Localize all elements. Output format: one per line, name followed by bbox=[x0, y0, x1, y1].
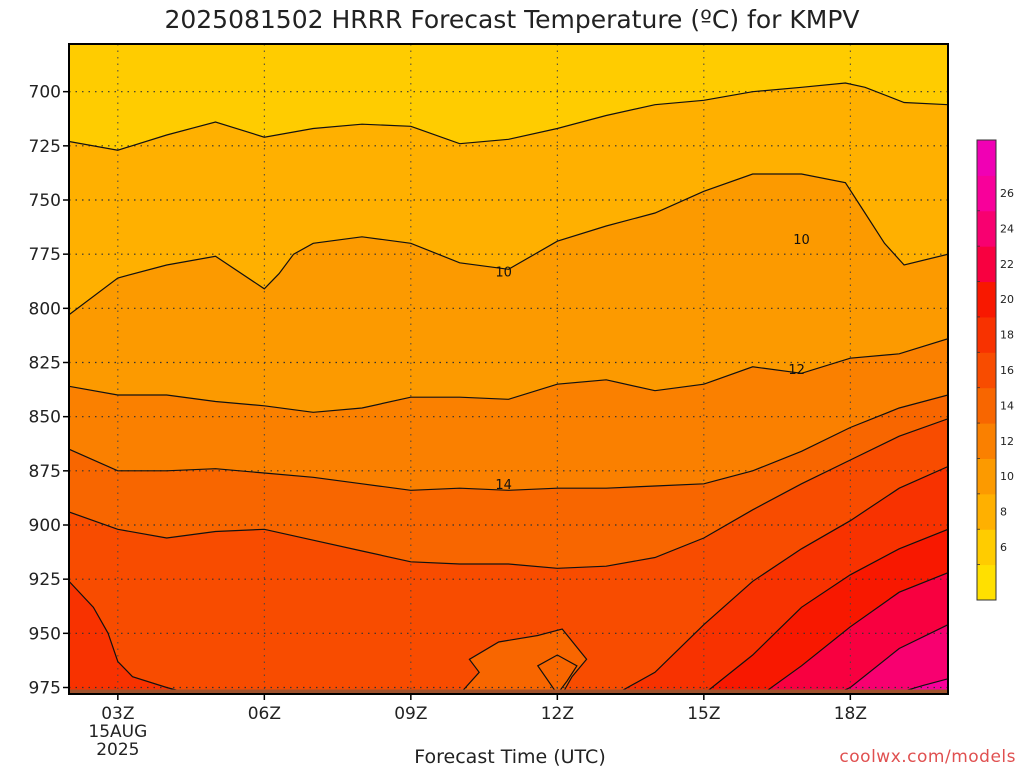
x-tick-sublabel-1: 2025 bbox=[96, 740, 139, 760]
colorbar-swatch-10 bbox=[977, 210, 996, 247]
y-tick-label-850: 850 bbox=[29, 408, 61, 428]
colorbar-label-6: 6 bbox=[1000, 541, 1007, 554]
x-tick-label-15Z: 15Z bbox=[687, 704, 720, 724]
y-tick-label-775: 775 bbox=[29, 245, 61, 265]
plot-area: 10 10 12 14 bbox=[68, 43, 949, 695]
isotherm-14-3 bbox=[69, 394, 948, 491]
credit-link[interactable]: coolwx.com/models bbox=[839, 747, 1016, 767]
contour-label-0: 10 bbox=[495, 266, 512, 281]
colorbar-swatch-0 bbox=[977, 564, 996, 601]
colorbar-swatch-6 bbox=[977, 352, 996, 389]
y-tick-label-975: 975 bbox=[29, 679, 61, 699]
contour-label-2: 12 bbox=[788, 363, 805, 378]
isotherm-12-2 bbox=[69, 338, 948, 413]
x-tick-label-12Z: 12Z bbox=[541, 704, 574, 724]
x-tick-label-03Z: 03Z bbox=[101, 704, 134, 724]
x-tick-label-18Z: 18Z bbox=[834, 704, 867, 724]
colorbar-legend: 6 8 10 12 14 16 18 20 22 24 26 bbox=[976, 139, 1014, 601]
colorbar-swatch-2 bbox=[977, 493, 996, 530]
fill-band-16-12 bbox=[459, 629, 587, 694]
x-tick-sublabel-0: 15AUG bbox=[88, 722, 147, 742]
x-tick-label-09Z: 09Z bbox=[394, 704, 427, 724]
y-tick-label-700: 700 bbox=[29, 83, 61, 103]
y-tick-label-825: 825 bbox=[29, 354, 61, 374]
isotherm-16-4 bbox=[69, 418, 948, 569]
colorbar-label-16: 16 bbox=[1000, 364, 1014, 377]
colorbar-swatch-5 bbox=[977, 387, 996, 424]
isotherm-10-1 bbox=[69, 173, 948, 316]
y-tick-label-950: 950 bbox=[29, 624, 61, 644]
colorbar-label-8: 8 bbox=[1000, 506, 1007, 519]
ground-strip bbox=[69, 689, 948, 694]
colorbar-swatch-8 bbox=[977, 281, 996, 318]
isotherm-16-12 bbox=[458, 628, 588, 694]
colorbar-swatch-3 bbox=[977, 458, 996, 495]
colorbar-label-20: 20 bbox=[1000, 293, 1014, 306]
contour-label-1: 10 bbox=[793, 233, 810, 248]
isotherm-20-6 bbox=[703, 528, 948, 694]
y-tick-label-800: 800 bbox=[29, 299, 61, 319]
temperature-fill-layer bbox=[69, 44, 948, 694]
colorbar-frame bbox=[976, 139, 997, 601]
colorbar-swatch-1 bbox=[977, 529, 996, 566]
isotherm-18-5 bbox=[615, 465, 948, 694]
y-tick-label-875: 875 bbox=[29, 462, 61, 482]
isotherm-16-11 bbox=[536, 654, 578, 694]
colorbar-label-22: 22 bbox=[1000, 258, 1014, 271]
x-axis-label: Forecast Time (UTC) bbox=[414, 746, 605, 768]
chart-title: 2025081502 HRRR Forecast Temperature (ºC… bbox=[164, 5, 859, 34]
fill-band-18-10 bbox=[69, 581, 194, 694]
y-tick-label-750: 750 bbox=[29, 191, 61, 211]
grid-lines bbox=[69, 44, 948, 694]
colorbar-swatch-9 bbox=[977, 246, 996, 283]
colorbar-swatch-4 bbox=[977, 423, 996, 459]
colorbar-swatch-7 bbox=[977, 316, 996, 353]
y-axis: 700 725 750 775 800 825 850 875 900 925 950 975 bbox=[29, 83, 69, 699]
colorbar-label-12: 12 bbox=[1000, 435, 1014, 448]
colorbar-swatch-11 bbox=[977, 175, 996, 212]
fill-band-24-8 bbox=[835, 624, 948, 694]
isotherm-18-10 bbox=[69, 580, 192, 694]
colorbar-label-14: 14 bbox=[1000, 399, 1014, 412]
y-tick-label-925: 925 bbox=[29, 570, 61, 590]
colorbar-swatch-12 bbox=[977, 140, 996, 176]
y-tick-label-725: 725 bbox=[29, 137, 61, 157]
isotherm-8-0 bbox=[69, 82, 948, 151]
y-tick-label-900: 900 bbox=[29, 516, 61, 536]
x-tick-label-06Z: 06Z bbox=[248, 704, 281, 724]
contour-labels: 10 10 12 14 bbox=[495, 233, 809, 493]
isotherm-22-7 bbox=[762, 572, 948, 694]
plot-frame bbox=[68, 43, 949, 695]
contour-label-3: 14 bbox=[495, 478, 512, 493]
colorbar-label-24: 24 bbox=[1000, 222, 1014, 235]
colorbar-label-26: 26 bbox=[1000, 187, 1014, 200]
colorbar-label-10: 10 bbox=[1000, 470, 1014, 483]
colorbar-label-18: 18 bbox=[1000, 329, 1014, 342]
